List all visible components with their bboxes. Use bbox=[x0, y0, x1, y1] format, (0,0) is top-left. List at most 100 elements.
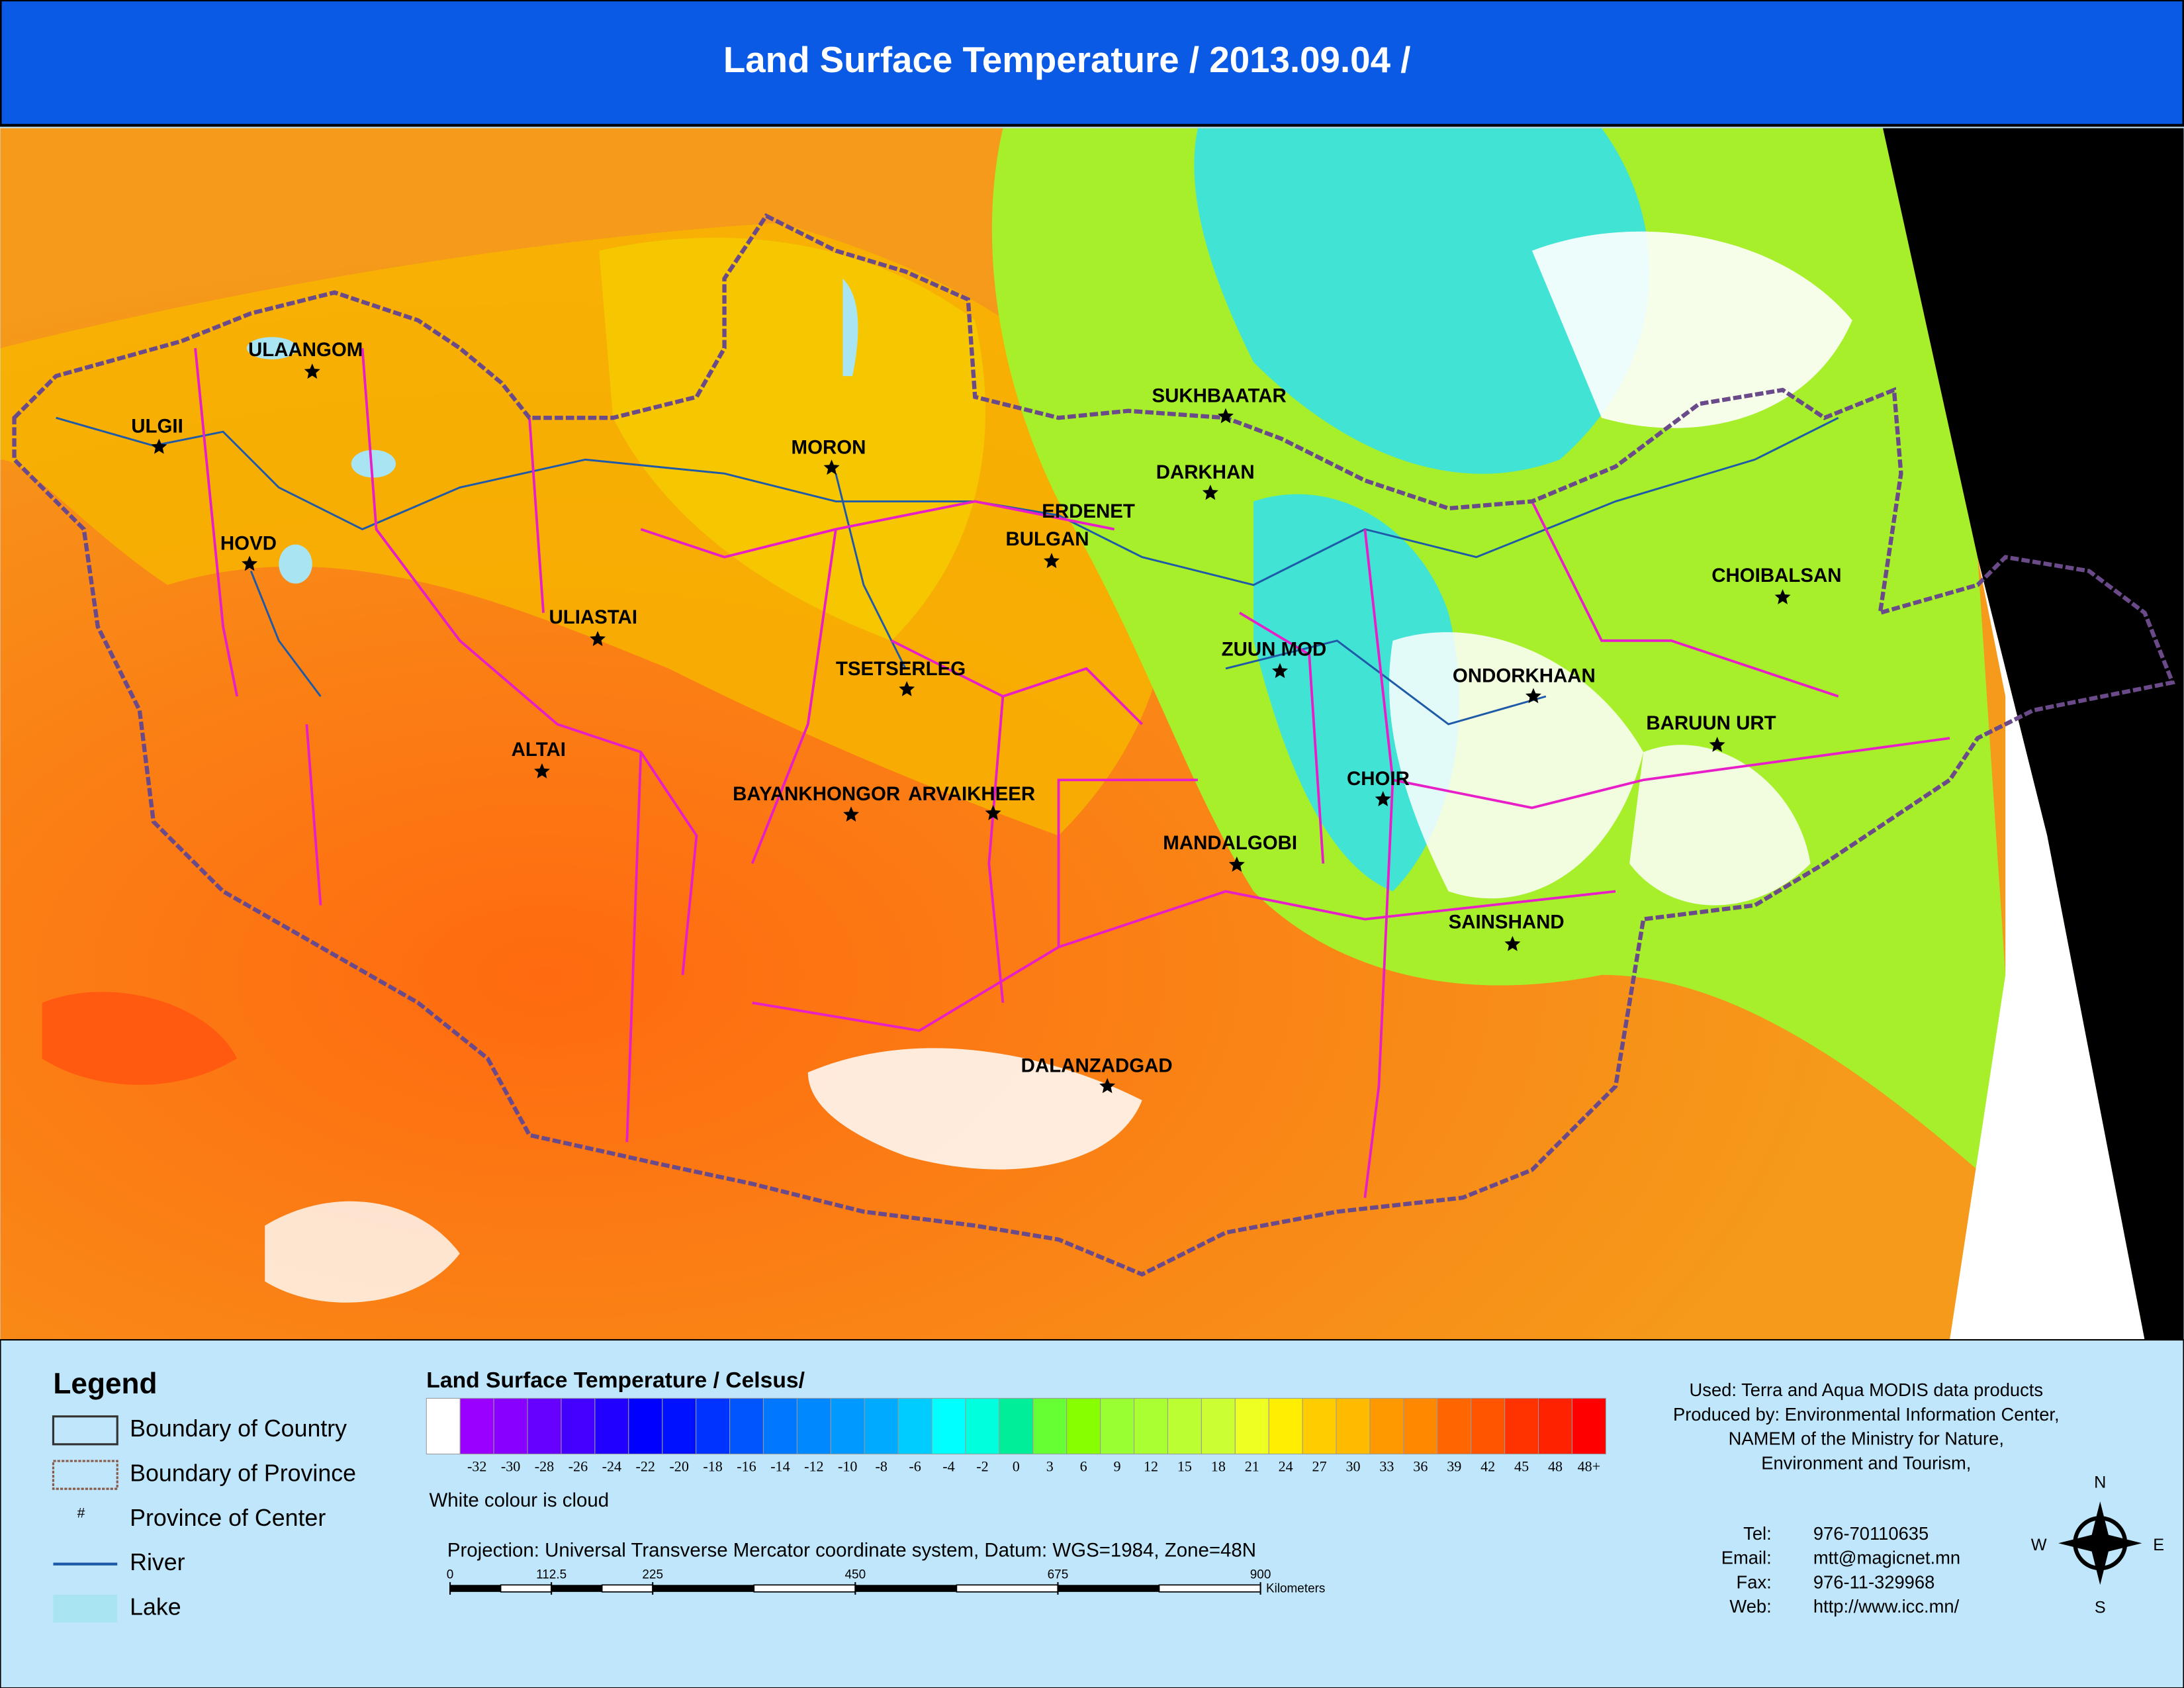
place-label: MANDALGOBI bbox=[1163, 832, 1297, 854]
color-box bbox=[493, 1397, 528, 1455]
colorbar-tick-label: 6 bbox=[1080, 1458, 1087, 1475]
color-box bbox=[527, 1397, 562, 1455]
scale-segment bbox=[500, 1584, 552, 1593]
color-box bbox=[897, 1397, 933, 1455]
province-boundary bbox=[194, 348, 1950, 1198]
province-center bbox=[985, 805, 1001, 821]
scale-tick-label: 900 bbox=[1250, 1568, 1271, 1582]
lake bbox=[351, 449, 396, 478]
color-box bbox=[1066, 1397, 1101, 1455]
projection: Projection: Universal Transverse Mercato… bbox=[447, 1540, 1256, 1562]
scale-segment bbox=[450, 1585, 501, 1592]
colorbar-tick-label: 36 bbox=[1413, 1458, 1428, 1475]
cloud bbox=[1531, 231, 1852, 428]
contact-value: mtt@magicnet.mn bbox=[1813, 1548, 1960, 1568]
credit-line: Produced by: Environmental Information C… bbox=[1673, 1404, 2060, 1425]
colorbar-tick-label: -24 bbox=[602, 1458, 621, 1475]
compass-e: E bbox=[2153, 1536, 2164, 1554]
lake bbox=[842, 278, 858, 377]
credit-line: Environment and Tourism, bbox=[1761, 1453, 1971, 1474]
province-center bbox=[1043, 553, 1060, 569]
legend-label: River bbox=[130, 1549, 185, 1575]
legend-label: Boundary of Province bbox=[130, 1460, 356, 1487]
province-center bbox=[843, 806, 860, 822]
place-label: DALANZADGAD bbox=[1021, 1055, 1173, 1076]
scale-unit: Kilometers bbox=[1266, 1582, 1325, 1596]
place-label: ALTAI bbox=[512, 739, 566, 761]
colorbar-tick-label: -16 bbox=[737, 1458, 756, 1475]
colorbar-tick-label: 48+ bbox=[1578, 1458, 1601, 1475]
cloud bbox=[265, 1201, 460, 1303]
color-box bbox=[1201, 1397, 1236, 1455]
legend-panel bbox=[0, 1338, 2184, 1688]
scale-tick-label: 675 bbox=[1048, 1568, 1069, 1582]
place-label: TSETSERLEG bbox=[836, 658, 966, 680]
place-label: ULAANGOM bbox=[248, 339, 363, 361]
color-box bbox=[864, 1397, 899, 1455]
province-center bbox=[1375, 791, 1391, 806]
credit-line: Used: Terra and Aqua MODIS data products bbox=[1690, 1380, 2044, 1400]
scale-segment bbox=[653, 1585, 754, 1592]
colorbar-tick-label: -18 bbox=[703, 1458, 722, 1475]
colorbar-tick-label: 39 bbox=[1447, 1458, 1461, 1475]
colorbar-tick-label: 9 bbox=[1114, 1458, 1121, 1475]
color-box bbox=[1538, 1397, 1572, 1455]
color-box bbox=[729, 1397, 764, 1455]
colorbar-tick-label: 48 bbox=[1548, 1458, 1563, 1475]
no-data bbox=[1883, 128, 2184, 1340]
province-center bbox=[1709, 736, 1725, 752]
legend-title: Legend bbox=[53, 1368, 157, 1400]
place-label: DARKHAN bbox=[1156, 461, 1255, 483]
colorbar-tick-label: 45 bbox=[1514, 1458, 1529, 1475]
place-label: ERDENET bbox=[1042, 500, 1135, 522]
header-title: Land Surface Temperature / 2013.09.04 / bbox=[723, 39, 1411, 80]
scale-tick-label: 112.5 bbox=[536, 1568, 567, 1582]
color-box bbox=[1471, 1397, 1506, 1455]
place-label: ONDORKHAAN bbox=[1453, 665, 1596, 686]
compass-n: N bbox=[2094, 1473, 2106, 1491]
province-center bbox=[899, 680, 915, 696]
colorbar-tick-label: -12 bbox=[804, 1458, 823, 1475]
compass-w: W bbox=[2031, 1536, 2047, 1554]
place-label: HOVD bbox=[220, 532, 277, 554]
color-box bbox=[662, 1397, 697, 1455]
color-box bbox=[1268, 1397, 1303, 1455]
colorbar-tick-label: -2 bbox=[976, 1458, 988, 1475]
province-center bbox=[304, 363, 320, 379]
legend-label: Boundary of Country bbox=[130, 1415, 347, 1442]
compass: N E S W bbox=[2031, 1473, 2164, 1617]
scale-segment bbox=[956, 1584, 1059, 1593]
river bbox=[56, 416, 1839, 726]
colorbar-tick-label: -20 bbox=[669, 1458, 688, 1475]
province-center bbox=[1774, 588, 1791, 604]
colorbar-tick-label: -32 bbox=[467, 1458, 486, 1475]
color-box bbox=[628, 1397, 663, 1455]
color-box bbox=[561, 1397, 596, 1455]
place-label: ZUUN MOD bbox=[1222, 638, 1327, 660]
colorbar-tick-label: 27 bbox=[1312, 1458, 1327, 1475]
color-box bbox=[1336, 1397, 1371, 1455]
place-label: BAYANKHONGOR bbox=[733, 783, 900, 805]
color-box bbox=[931, 1397, 966, 1455]
place-label: CHOIR bbox=[1347, 768, 1410, 790]
contact-value: 976-11-329968 bbox=[1813, 1571, 1934, 1592]
contact-value: http://www.icc.mn/ bbox=[1813, 1596, 1960, 1617]
cloud bbox=[807, 1048, 1142, 1170]
colorbar-tick-label: 30 bbox=[1345, 1458, 1360, 1475]
province-center bbox=[1202, 485, 1218, 500]
contact-value: 976-70110635 bbox=[1813, 1523, 1929, 1544]
scale-segment bbox=[601, 1584, 654, 1593]
province-center bbox=[1272, 663, 1289, 679]
cloud bbox=[1388, 632, 1644, 899]
compass-star bbox=[2058, 1501, 2142, 1585]
cloud bbox=[1629, 745, 1811, 906]
place-label: ULGII bbox=[131, 416, 183, 438]
place-label: ULIASTAI bbox=[549, 606, 637, 628]
colorbar-tick-label: 42 bbox=[1480, 1458, 1495, 1475]
scale-segment bbox=[1058, 1585, 1160, 1592]
hot-zone bbox=[42, 992, 238, 1085]
colorbar-tick-label: -22 bbox=[636, 1458, 655, 1475]
colorbar-tick-label: -26 bbox=[569, 1458, 588, 1475]
province-center bbox=[1099, 1078, 1116, 1094]
